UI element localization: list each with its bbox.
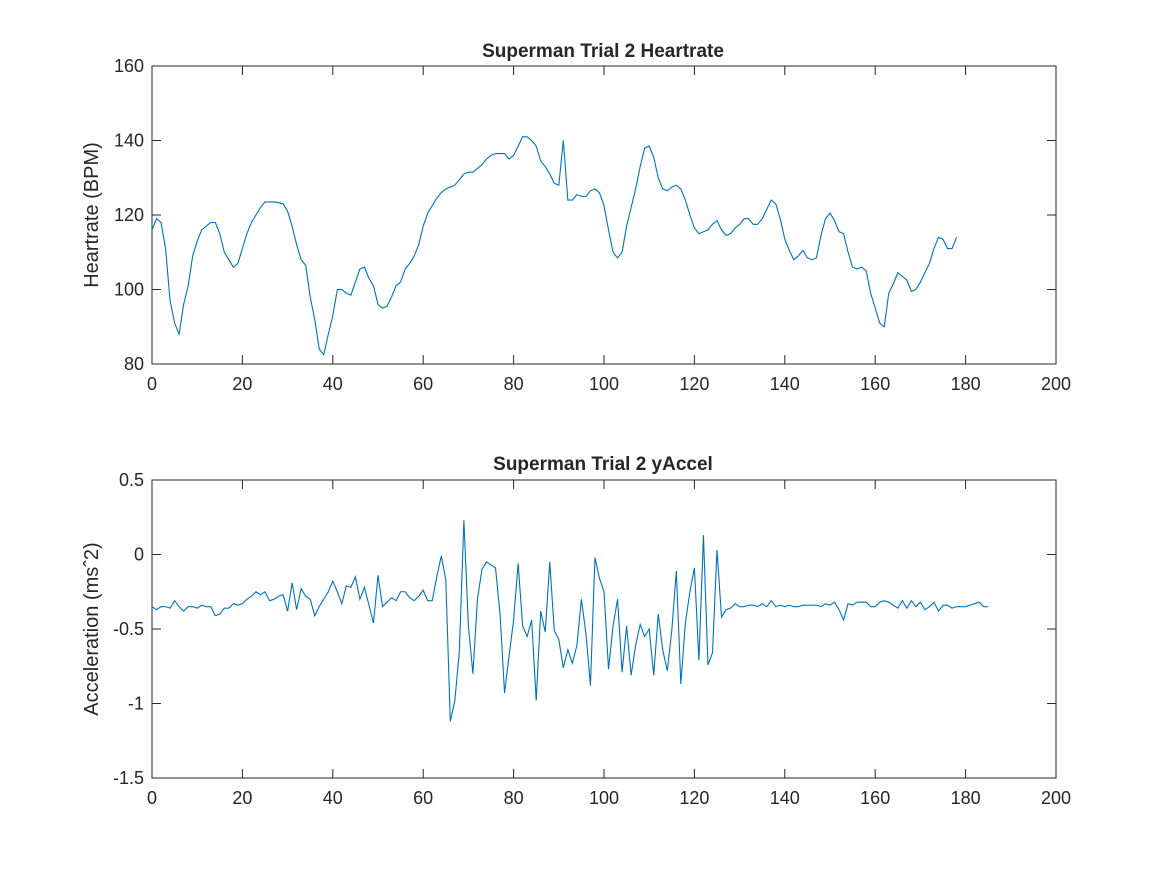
x-tick-label: 40 [323, 374, 343, 394]
x-tick-label: 60 [413, 374, 433, 394]
y-tick-label: 0 [134, 545, 144, 565]
y-tick-label: 140 [114, 131, 144, 151]
y-tick-label: 80 [124, 354, 144, 374]
x-tick-label: 100 [589, 374, 619, 394]
y-tick-label: 120 [114, 205, 144, 225]
x-tick-label: 140 [770, 788, 800, 808]
x-tick-label: 200 [1041, 788, 1071, 808]
x-tick-label: 20 [232, 788, 252, 808]
x-tick-label: 120 [679, 788, 709, 808]
x-tick-label: 140 [770, 374, 800, 394]
yaccel-plot: Superman Trial 2 yAccel Acceleration (ms… [81, 454, 1071, 808]
x-tick-label: 200 [1041, 374, 1071, 394]
heartrate-series-line [151, 136, 958, 356]
x-tick-label: 80 [504, 374, 524, 394]
x-tick-label: 160 [860, 374, 890, 394]
y-tick-labels: -1.5 -1 -0.5 0 0.5 [113, 470, 144, 788]
x-tick-label: 100 [589, 788, 619, 808]
y-axis-label: Acceleration (msˆ2) [81, 542, 103, 715]
x-tick-labels: 0 20 40 60 80 100 120 140 160 180 200 [147, 374, 1071, 394]
yaccel-series-line [151, 520, 989, 722]
y-tick-label: 160 [114, 56, 144, 76]
x-tick-label: 80 [504, 788, 524, 808]
y-tick-label: 0.5 [119, 470, 144, 490]
plot-area-box [151, 479, 1057, 779]
tick-marks [151, 65, 1057, 365]
x-tick-label: 20 [232, 374, 252, 394]
y-tick-label: 100 [114, 280, 144, 300]
x-tick-label: 160 [860, 788, 890, 808]
x-tick-label: 0 [147, 788, 157, 808]
x-tick-label: 60 [413, 788, 433, 808]
chart-title: Superman Trial 2 Heartrate [482, 41, 724, 62]
x-tick-label: 0 [147, 374, 157, 394]
y-tick-label: -1.5 [113, 768, 144, 788]
x-tick-labels: 0 20 40 60 80 100 120 140 160 180 200 [147, 788, 1071, 808]
plot-area-box [151, 65, 1057, 365]
y-tick-label: -1 [128, 694, 144, 714]
y-tick-label: -0.5 [113, 619, 144, 639]
x-tick-label: 180 [951, 374, 981, 394]
x-tick-label: 180 [951, 788, 981, 808]
y-tick-labels: 80 100 120 140 160 [114, 56, 144, 374]
x-tick-label: 120 [679, 374, 709, 394]
y-axis-label: Heartrate (BPM) [81, 142, 103, 288]
tick-marks [151, 479, 1057, 779]
heartrate-plot: Superman Trial 2 Heartrate Heartrate (BP… [81, 41, 1071, 394]
chart-title: Superman Trial 2 yAccel [493, 454, 713, 475]
x-tick-label: 40 [323, 788, 343, 808]
